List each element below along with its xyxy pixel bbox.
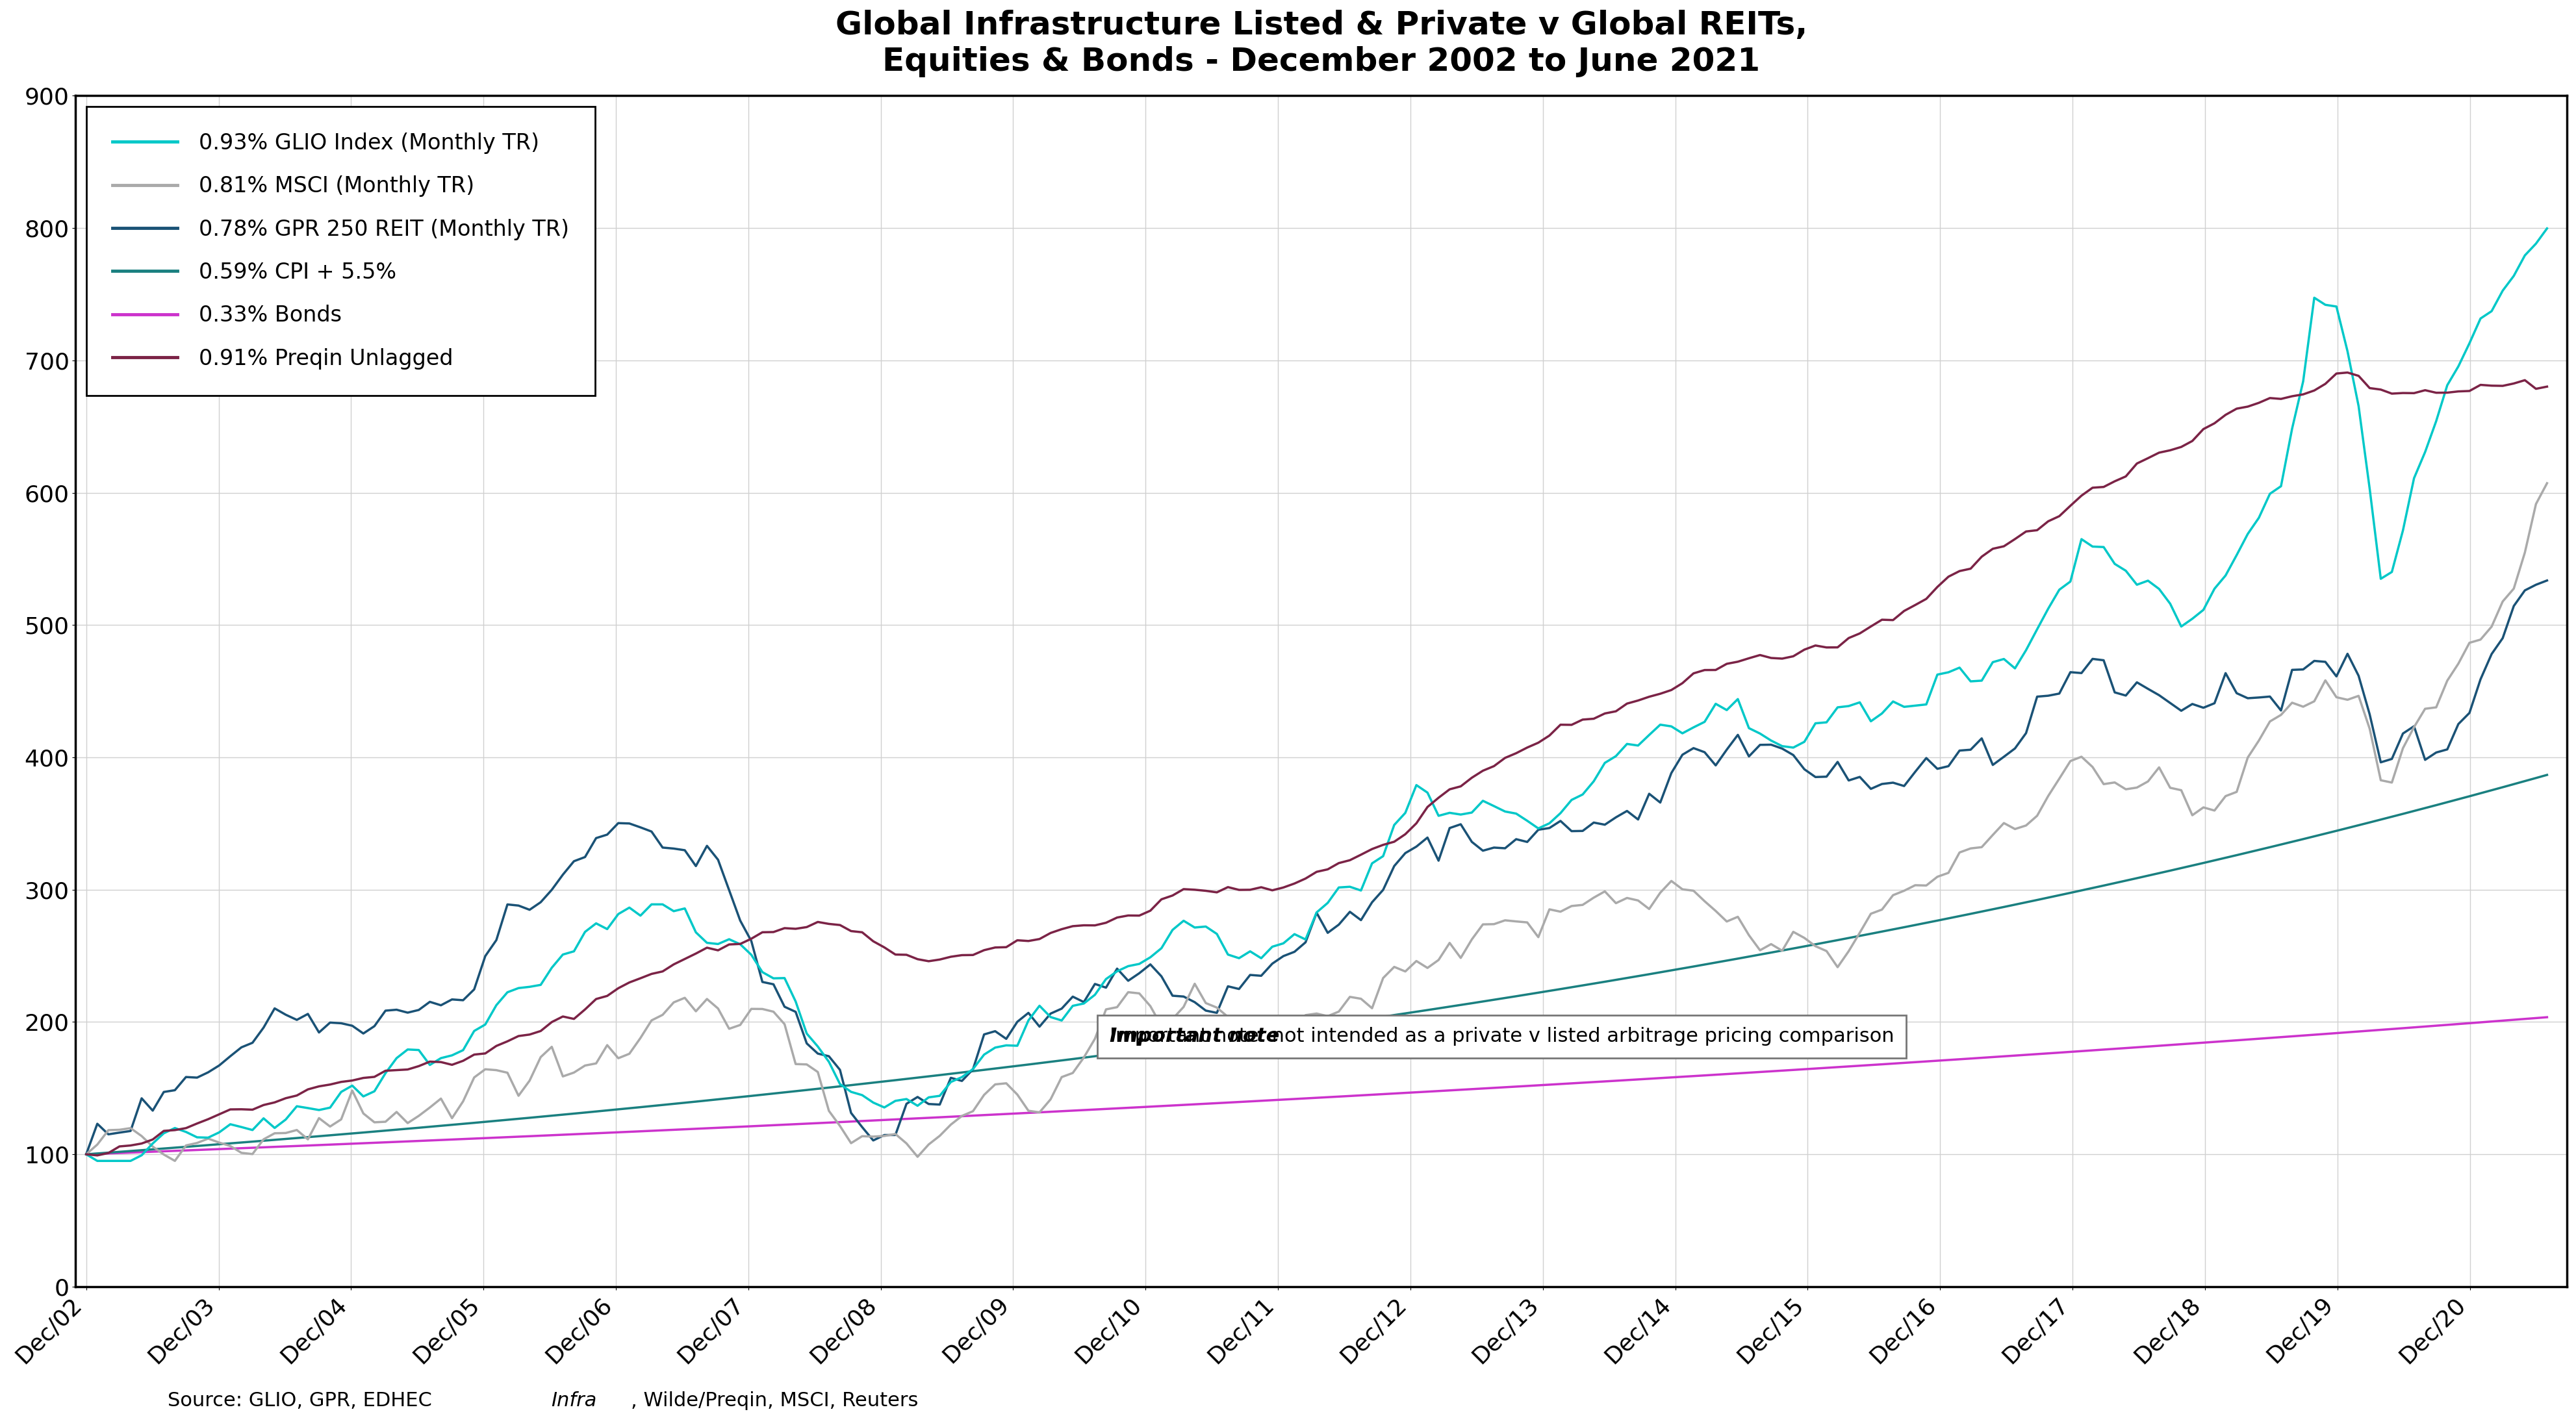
0.93% GLIO Index (Monthly TR)	[1103, 963, 1133, 980]
0.33% Bonds	[2486, 1012, 2517, 1029]
0.81% MSCI (Monthly TR)	[2499, 579, 2530, 596]
0.91% Preqin Unlagged	[2532, 378, 2563, 395]
0.33% Bonds	[70, 1146, 100, 1163]
Line: 0.91% Preqin Unlagged: 0.91% Preqin Unlagged	[85, 372, 2548, 1156]
0.91% Preqin Unlagged	[1200, 883, 1231, 900]
0.33% Bonds	[613, 1123, 644, 1140]
Legend: 0.93% GLIO Index (Monthly TR), 0.81% MSCI (Monthly TR), 0.78% GPR 250 REIT (Mont: 0.93% GLIO Index (Monthly TR), 0.81% MSC…	[88, 107, 595, 395]
0.91% Preqin Unlagged	[70, 1146, 100, 1163]
0.91% Preqin Unlagged	[2509, 371, 2540, 388]
0.59% CPI + 5.5%	[2486, 779, 2517, 796]
0.91% Preqin Unlagged	[82, 1147, 113, 1164]
0.78% GPR 250 REIT (Monthly TR)	[613, 815, 644, 832]
0.81% MSCI (Monthly TR)	[1334, 989, 1365, 1006]
Text: Important note: not intended as a private v listed arbitrage pricing comparison: Important note: not intended as a privat…	[1110, 1027, 1893, 1046]
0.81% MSCI (Monthly TR)	[160, 1153, 191, 1170]
0.93% GLIO Index (Monthly TR)	[626, 908, 657, 925]
0.81% MSCI (Monthly TR)	[1103, 999, 1133, 1016]
0.59% CPI + 5.5%	[1190, 1033, 1221, 1050]
0.93% GLIO Index (Monthly TR)	[1334, 878, 1365, 895]
0.78% GPR 250 REIT (Monthly TR)	[1090, 979, 1121, 996]
Line: 0.59% CPI + 5.5%: 0.59% CPI + 5.5%	[85, 775, 2548, 1154]
0.78% GPR 250 REIT (Monthly TR)	[1324, 916, 1355, 933]
0.93% GLIO Index (Monthly TR)	[70, 1146, 100, 1163]
0.91% Preqin Unlagged	[1103, 909, 1133, 926]
0.78% GPR 250 REIT (Monthly TR)	[70, 1146, 100, 1163]
Text: , Wilde/Preqin, MSCI, Reuters: , Wilde/Preqin, MSCI, Reuters	[631, 1391, 917, 1410]
0.93% GLIO Index (Monthly TR)	[2532, 220, 2563, 237]
0.78% GPR 250 REIT (Monthly TR)	[2532, 572, 2563, 589]
0.93% GLIO Index (Monthly TR)	[1200, 925, 1231, 942]
Text: Source: GLIO, GPR, EDHEC: Source: GLIO, GPR, EDHEC	[167, 1391, 433, 1410]
Line: 0.33% Bonds: 0.33% Bonds	[85, 1017, 2548, 1154]
0.93% GLIO Index (Monthly TR)	[2499, 267, 2530, 284]
0.81% MSCI (Monthly TR)	[70, 1146, 100, 1163]
0.78% GPR 250 REIT (Monthly TR)	[2486, 629, 2517, 646]
0.59% CPI + 5.5%	[1090, 1046, 1121, 1063]
0.81% MSCI (Monthly TR)	[626, 1029, 657, 1046]
0.81% MSCI (Monthly TR)	[1200, 999, 1231, 1016]
0.91% Preqin Unlagged	[2331, 364, 2362, 381]
0.59% CPI + 5.5%	[2532, 766, 2563, 783]
0.81% MSCI (Monthly TR)	[2532, 475, 2563, 492]
Text: Source: GLIO, GPR, EDHECInfra, Wilde/Preqin, MSCI, Reuters: Source: GLIO, GPR, EDHECInfra, Wilde/Pre…	[167, 1391, 765, 1410]
Line: 0.81% MSCI (Monthly TR): 0.81% MSCI (Monthly TR)	[85, 484, 2548, 1162]
Text: Infra: Infra	[551, 1391, 598, 1410]
0.78% GPR 250 REIT (Monthly TR)	[1023, 1017, 1054, 1035]
Title: Global Infrastructure Listed & Private v Global REITs,
Equities & Bonds - Decemb: Global Infrastructure Listed & Private v…	[835, 10, 1806, 77]
0.81% MSCI (Monthly TR)	[1036, 1090, 1066, 1107]
Line: 0.78% GPR 250 REIT (Monthly TR): 0.78% GPR 250 REIT (Monthly TR)	[85, 581, 2548, 1154]
0.33% Bonds	[1090, 1100, 1121, 1117]
Text: Important note: Important note	[1110, 1027, 1278, 1046]
0.78% GPR 250 REIT (Monthly TR)	[1190, 1002, 1221, 1019]
0.91% Preqin Unlagged	[626, 970, 657, 987]
0.59% CPI + 5.5%	[1023, 1055, 1054, 1072]
0.59% CPI + 5.5%	[70, 1146, 100, 1163]
0.33% Bonds	[1190, 1095, 1221, 1112]
0.33% Bonds	[1023, 1103, 1054, 1120]
0.93% GLIO Index (Monthly TR)	[82, 1153, 113, 1170]
0.33% Bonds	[1324, 1087, 1355, 1104]
0.93% GLIO Index (Monthly TR)	[1036, 1009, 1066, 1026]
0.59% CPI + 5.5%	[1324, 1015, 1355, 1032]
0.33% Bonds	[2532, 1009, 2563, 1026]
Line: 0.93% GLIO Index (Monthly TR): 0.93% GLIO Index (Monthly TR)	[85, 228, 2548, 1162]
0.91% Preqin Unlagged	[1036, 925, 1066, 942]
0.59% CPI + 5.5%	[613, 1100, 644, 1117]
0.91% Preqin Unlagged	[1334, 852, 1365, 869]
